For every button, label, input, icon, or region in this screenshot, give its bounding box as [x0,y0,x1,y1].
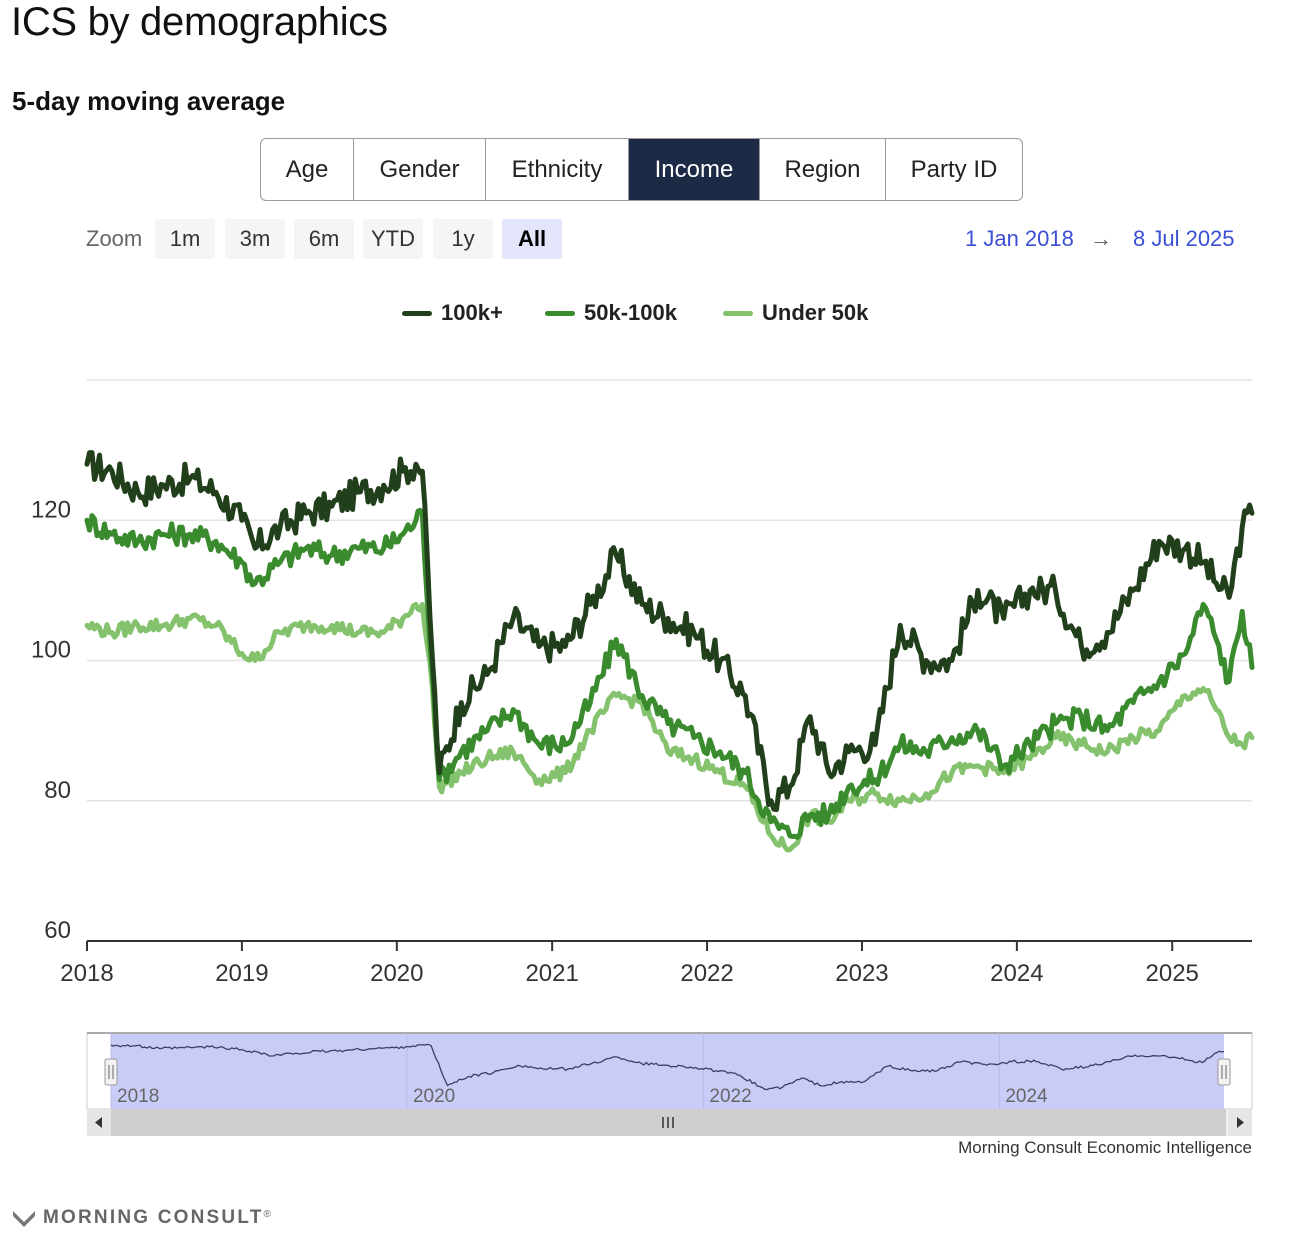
legend-swatch-50k-100k [545,310,575,316]
demographic-tabs: Age Gender Ethnicity Income Region Party… [260,138,1023,201]
zoom-1m-button[interactable]: 1m [155,219,215,259]
logo-trademark: ® [263,1209,271,1220]
navigator-selection [111,1033,1224,1109]
navigator-year-label: 2020 [413,1086,455,1107]
navigator-handle-icon[interactable] [1217,1058,1231,1086]
y-tick-label: 80 [44,777,71,804]
scroll-grip-icon [662,1117,674,1128]
tab-income[interactable]: Income [629,139,760,200]
zoom-6m-button[interactable]: 6m [294,219,354,259]
scroll-left-arrow-icon [95,1117,102,1128]
x-tick-label: 2023 [835,960,888,987]
morning-consult-logo-icon [13,1211,35,1227]
page-title: ICS by demographics [11,0,388,44]
y-tick-label: 60 [44,917,71,944]
tab-region[interactable]: Region [760,139,886,200]
navigator-handle-body [1217,1058,1231,1086]
legend-label-under-50k: Under 50k [762,300,869,325]
zoom-all-button[interactable]: All [502,219,562,259]
tab-gender[interactable]: Gender [354,139,486,200]
navigator-series-line [110,1043,1225,1091]
legend-item-100k[interactable]: 100k+ [402,300,503,326]
range-to-date[interactable]: 8 Jul 2025 [1133,226,1235,251]
range-from-date[interactable]: 1 Jan 2018 [965,226,1074,251]
morning-consult-logo: MORNING CONSULT ® [11,1207,271,1229]
chart-credit: Morning Consult Economic Intelligence [958,1138,1252,1157]
x-tick-label: 2018 [60,960,113,987]
x-tick-label: 2024 [990,960,1043,987]
navigator-handle-body [104,1058,118,1086]
series-line-100k [84,450,1255,813]
range-arrow: → [1090,226,1112,251]
series-line-50k-100k [84,507,1255,840]
zoom-ytd-button[interactable]: YTD [363,219,423,259]
y-tick-label: 120 [31,496,71,523]
y-tick-label: 100 [31,637,71,664]
legend-label-50k-100k: 50k-100k [584,300,677,325]
chart-subtitle: 5-day moving average [12,86,286,116]
legend-item-50k-100k[interactable]: 50k-100k [545,300,677,326]
navigator-handle-icon[interactable] [104,1058,118,1086]
tab-party-id[interactable]: Party ID [910,155,998,183]
zoom-label: Zoom [86,226,143,251]
zoom-1y-button[interactable]: 1y [433,219,493,259]
navigator-year-label: 2024 [1005,1086,1048,1107]
legend-swatch-100k [402,310,432,316]
tab-age[interactable]: Age [261,139,354,200]
navigator-year-label: 2022 [709,1086,751,1107]
legend-swatch-under-50k [723,310,753,316]
scroll-right-arrow-icon [1237,1117,1244,1128]
zoom-3m-button[interactable]: 3m [225,219,285,259]
tab-ethnicity[interactable]: Ethnicity [486,139,629,200]
navigator-year-label: 2018 [117,1086,159,1107]
x-tick-label: 2021 [525,960,578,987]
x-tick-label: 2022 [680,960,733,987]
x-tick-label: 2025 [1146,960,1199,987]
x-tick-label: 2019 [215,960,268,987]
legend-label-100k: 100k+ [441,300,503,325]
series-line-under-50k [84,601,1255,853]
x-tick-label: 2020 [370,960,423,987]
logo-text: MORNING CONSULT [43,1207,264,1228]
legend-item-under-50k[interactable]: Under 50k [723,300,868,326]
